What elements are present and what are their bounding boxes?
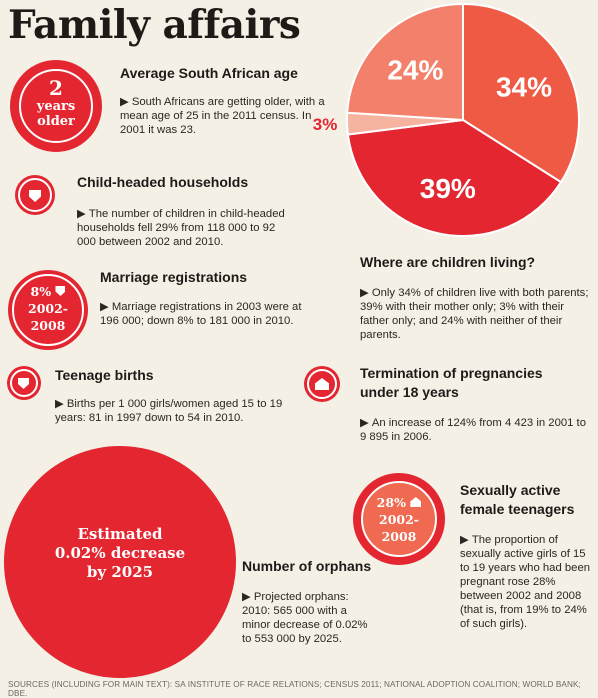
teen-births-badge [7, 366, 41, 400]
orphans-badge-line2: 0.02% decrease [54, 544, 186, 562]
orphans-badge-line3: by 2025 [86, 563, 154, 581]
sexually-active-badge-years-b: 2008 [381, 529, 417, 544]
marriage-badge-percent: 8% [30, 284, 52, 299]
teen-births-heading: Teenage births [55, 367, 154, 383]
orphans-badge-line1: Estimated [77, 525, 163, 543]
age-body: ▶ South Africans are getting older, with… [120, 96, 325, 136]
pie-label-3: 24% [387, 54, 443, 85]
termination-heading: Termination of pregnancies under 18 year… [360, 364, 543, 402]
termination-heading-line1: Termination of pregnancies [360, 365, 543, 381]
bullet-arrow-icon: ▶ [360, 287, 372, 299]
age-heading: Average South African age [120, 65, 298, 81]
orphans-badge: Estimated 0.02% decrease by 2025 [4, 446, 236, 678]
marriage-heading: Marriage registrations [100, 269, 248, 285]
shield-icon [29, 190, 41, 202]
pie-label-0: 34% [496, 71, 552, 102]
bullet-arrow-icon: ▶ [242, 591, 254, 603]
living-pie-chart: 34% 39% 3% 24% [313, 2, 580, 237]
pie-label-1: 39% [420, 173, 476, 204]
orphans-heading: Number of orphans [242, 558, 372, 574]
sexually-active-heading-line2: female teenagers [460, 501, 575, 517]
sexually-active-heading: Sexually active female teenagers [460, 481, 574, 519]
bullet-arrow-icon: ▶ [77, 208, 89, 220]
bullet-arrow-icon: ▶ [460, 534, 472, 546]
house-icon [410, 497, 422, 507]
living-body: ▶ Only 34% of children live with both pa… [360, 287, 589, 341]
pie-label-2: 3% [313, 115, 338, 134]
marriage-badge-years-a: 2002- [28, 301, 68, 316]
sexually-active-heading-line1: Sexually active [460, 482, 561, 498]
sources-footer: SOURCES (INCLUDING FOR MAIN TEXT): SA IN… [8, 680, 581, 698]
bullet-arrow-icon: ▶ [120, 96, 132, 108]
child-headed-body: ▶ The number of children in child-headed… [77, 208, 285, 248]
house-icon [315, 378, 329, 390]
bullet-arrow-icon: ▶ [360, 417, 372, 429]
pie-slice-1 [346, 118, 563, 237]
age-badge: 2 years older [10, 60, 102, 152]
age-badge-line2: older [37, 114, 75, 129]
sexually-active-badge: 28% 2002- 2008 [353, 473, 445, 565]
bullet-arrow-icon: ▶ [55, 398, 67, 410]
orphans-body: ▶ Projected orphans: 2010: 565 000 with … [242, 591, 368, 645]
pie-slice-3 [346, 2, 464, 122]
shield-icon [55, 286, 66, 296]
child-headed-heading: Child-headed households [77, 174, 249, 190]
termination-badge [304, 366, 340, 402]
sexually-active-body: ▶ The proportion of sexually active girl… [460, 534, 591, 630]
sexually-active-badge-years-a: 2002- [379, 512, 419, 527]
teen-births-body: ▶ Births per 1 000 girls/women aged 15 t… [55, 398, 283, 424]
marriage-badge-years-b: 2008 [30, 318, 66, 333]
child-headed-badge [15, 175, 55, 215]
age-badge-line1: years [36, 99, 76, 114]
age-badge-number: 2 [49, 76, 63, 100]
termination-body: ▶ An increase of 124% from 4 423 in 2001… [360, 417, 586, 443]
bullet-arrow-icon: ▶ [100, 301, 112, 313]
page-title: Family affairs [8, 2, 301, 48]
marriage-body: ▶ Marriage registrations in 2003 were at… [100, 301, 302, 327]
shield-icon [18, 378, 29, 389]
termination-heading-line2: under 18 years [360, 384, 459, 400]
marriage-badge: 8% 2002- 2008 [8, 270, 88, 350]
sexually-active-badge-percent: 28% [376, 495, 406, 510]
living-heading: Where are children living? [360, 254, 536, 270]
